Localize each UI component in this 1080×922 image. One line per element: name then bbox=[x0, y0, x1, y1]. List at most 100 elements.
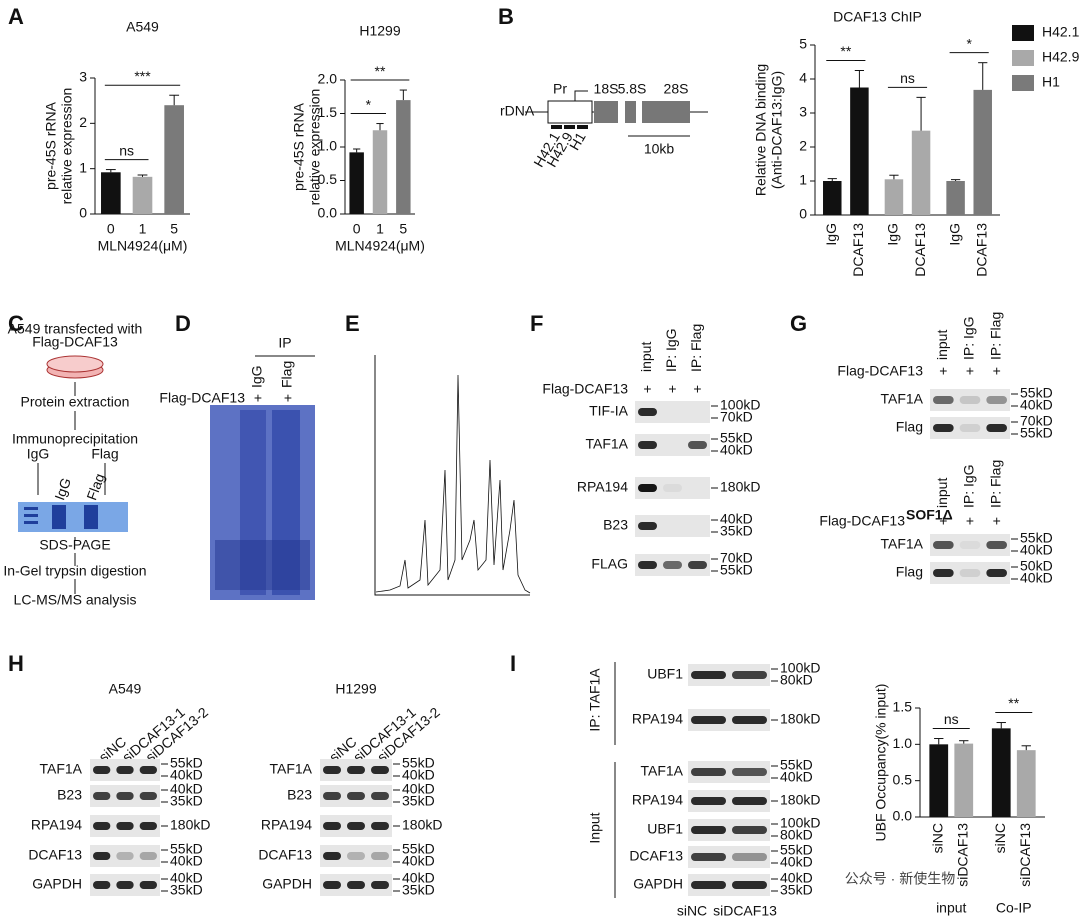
panel-letter: D bbox=[175, 311, 191, 336]
sign: + bbox=[939, 513, 947, 529]
x-tick-label: 1 bbox=[376, 221, 384, 237]
band bbox=[959, 569, 981, 577]
condition-label: Flag-DCAF13 bbox=[542, 381, 628, 397]
y-tick-label: 2 bbox=[799, 138, 807, 154]
workflow-step: Protein extraction bbox=[21, 394, 130, 410]
row-label: GAPDH bbox=[633, 876, 683, 892]
marker-label: 55kD bbox=[170, 841, 203, 857]
row-label: TAF1A bbox=[880, 391, 923, 407]
band bbox=[371, 792, 389, 800]
sign: + bbox=[693, 381, 701, 397]
band bbox=[959, 424, 981, 432]
y-tick-label: 2.0 bbox=[318, 71, 338, 87]
bar bbox=[1016, 750, 1036, 817]
y-tick-label: 5 bbox=[799, 36, 807, 52]
ip-label: IP bbox=[278, 335, 291, 351]
workflow-step: A549 transfected with bbox=[8, 321, 143, 337]
y-tick-label: 1 bbox=[799, 172, 807, 188]
primer bbox=[577, 125, 588, 129]
region-label: 18S bbox=[594, 81, 619, 97]
blot-strip bbox=[930, 417, 1010, 439]
sign: + bbox=[966, 363, 974, 379]
marker-label: 100kD bbox=[780, 815, 820, 831]
lane-label: siNC bbox=[677, 903, 707, 919]
sign: + bbox=[993, 513, 1001, 529]
marker-label: 35kD bbox=[170, 882, 203, 898]
chart-title: DCAF13 ChIP bbox=[833, 9, 922, 25]
band bbox=[691, 797, 726, 805]
blot-strip bbox=[688, 874, 770, 896]
band bbox=[139, 822, 157, 830]
workflow-step: LC-MS/MS analysis bbox=[14, 592, 137, 608]
marker-label: 35kD bbox=[170, 793, 203, 809]
row-label: RPA194 bbox=[632, 792, 683, 808]
sign: + bbox=[254, 390, 262, 406]
band bbox=[986, 569, 1007, 577]
watermark: 公众号 · 新使生物 bbox=[845, 871, 955, 887]
y-tick-label: 4 bbox=[799, 70, 807, 86]
workflow-step: Flag-DCAF13 bbox=[32, 334, 118, 350]
band bbox=[933, 424, 954, 432]
marker-label: 180kD bbox=[780, 792, 820, 808]
band bbox=[139, 852, 157, 860]
bar bbox=[396, 100, 411, 214]
row-label: RPA194 bbox=[261, 817, 312, 833]
blot-strip bbox=[635, 515, 710, 537]
row-label: DCAF13 bbox=[258, 847, 312, 863]
significance-label: ** bbox=[840, 43, 851, 59]
band bbox=[93, 822, 111, 830]
band bbox=[139, 881, 157, 889]
row-label: B23 bbox=[57, 787, 82, 803]
significance-label: ** bbox=[1008, 695, 1019, 711]
y-tick-label: 0.5 bbox=[893, 771, 913, 787]
bar bbox=[929, 744, 949, 817]
marker-label: 35kD bbox=[402, 882, 435, 898]
band bbox=[323, 766, 341, 774]
lane-label: IP: IgG bbox=[961, 464, 977, 508]
sign: + bbox=[643, 381, 651, 397]
row-label: B23 bbox=[287, 787, 312, 803]
x-tick-label: DCAF13 bbox=[850, 223, 866, 277]
y-axis-label: UBF Occupancy(% input) bbox=[873, 684, 889, 842]
blot-title: A549 bbox=[109, 681, 142, 697]
marker-label: 35kD bbox=[780, 882, 813, 898]
y-tick-label: 1.5 bbox=[893, 699, 913, 715]
condition-label: Flag-DCAF13 bbox=[837, 363, 923, 379]
panel-letter: F bbox=[530, 311, 543, 336]
chart-title: H1299 bbox=[359, 23, 400, 39]
row-label: B23 bbox=[603, 517, 628, 533]
significance-label: *** bbox=[134, 68, 151, 84]
band bbox=[732, 671, 767, 679]
row-label: UBF1 bbox=[647, 821, 683, 837]
x-tick-label: 0 bbox=[353, 221, 361, 237]
condition-superscript: SOF1Δ bbox=[906, 507, 953, 523]
band bbox=[116, 766, 134, 774]
band bbox=[371, 822, 389, 830]
condition-label: Flag-DCAF13 bbox=[819, 513, 905, 529]
primer-label: H1 bbox=[566, 129, 589, 153]
blot-strip bbox=[688, 846, 770, 868]
blot-strip bbox=[90, 845, 160, 867]
marker-label: 40kD bbox=[720, 442, 753, 458]
blot-strip bbox=[635, 401, 710, 423]
marker-label: 40kD bbox=[170, 853, 203, 869]
y-tick-label: 2 bbox=[79, 114, 87, 130]
marker-label: 80kD bbox=[780, 827, 813, 843]
band bbox=[347, 766, 365, 774]
lane-label: IP: Flag bbox=[987, 460, 1003, 508]
promoter-label: Pr bbox=[553, 81, 567, 97]
marker-label: 55kD bbox=[780, 842, 813, 858]
marker-label: 80kD bbox=[780, 672, 813, 688]
significance-label: ns bbox=[119, 142, 134, 158]
x-tick-label: DCAF13 bbox=[973, 223, 989, 277]
band bbox=[139, 766, 157, 774]
x-tick-label: 5 bbox=[399, 221, 407, 237]
tss-arrow bbox=[574, 90, 588, 101]
marker-label: 70kD bbox=[720, 409, 753, 425]
row-label: TAF1A bbox=[269, 761, 312, 777]
legend-label: H42.1 bbox=[1042, 24, 1080, 40]
x-tick-label: DCAF13 bbox=[912, 223, 928, 277]
row-label: Flag bbox=[896, 564, 923, 580]
ms-axes bbox=[374, 355, 530, 596]
row-label: RPA194 bbox=[31, 817, 82, 833]
